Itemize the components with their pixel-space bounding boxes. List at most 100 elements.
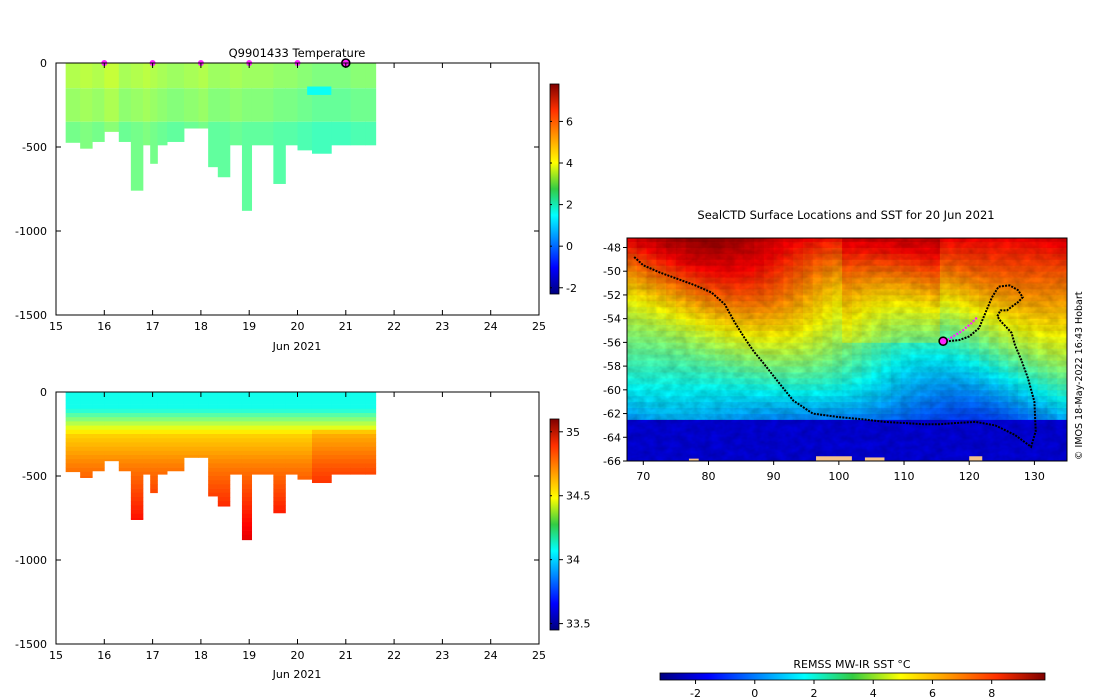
salinity-cell [217, 459, 231, 464]
salinity-cell [273, 497, 286, 502]
salinity-cell [251, 417, 274, 422]
salinity-cell [241, 539, 253, 541]
salinity-cell [198, 438, 209, 443]
sst-colorbar-tick-label: -2 [690, 687, 701, 700]
x-tick-label: 25 [532, 320, 546, 333]
salinity-cell [198, 450, 209, 456]
y-tick-label: -1000 [15, 554, 47, 567]
salinity-cell [142, 446, 151, 452]
salinity-cell [130, 484, 144, 489]
salinity-cell [150, 442, 158, 447]
salinity-cell [217, 455, 231, 460]
salinity-cell [273, 505, 286, 510]
temperature-cell [241, 88, 253, 122]
salinity-cell [208, 425, 219, 431]
salinity-cell [118, 400, 132, 405]
x-tick-label: 25 [532, 649, 546, 662]
salinity-cell [157, 392, 168, 397]
salinity-cell [297, 429, 313, 435]
salinity-cell [350, 421, 366, 426]
temperature-cell [183, 63, 199, 89]
salinity-cell [167, 434, 185, 439]
x-tick-label: 22 [387, 649, 401, 662]
salinity-cell [167, 425, 185, 431]
temperature-cell [208, 63, 219, 89]
salinity-cell [311, 476, 332, 481]
salinity-cell [183, 425, 199, 431]
sst-colorbar-tick-label: 2 [811, 687, 818, 700]
salinity-cell [241, 522, 253, 527]
temperature-cell [350, 63, 366, 89]
salinity-cell [217, 404, 231, 410]
land-patch [688, 458, 699, 461]
salinity-cell [150, 450, 158, 456]
salinity-cell [80, 408, 93, 414]
salinity-cell [311, 421, 332, 426]
salinity-cell [150, 488, 158, 494]
salinity-cell [130, 417, 144, 422]
salinity-cell [118, 404, 132, 410]
salinity-cell [311, 417, 332, 422]
salinity-cell [311, 396, 332, 401]
salinity-cell [104, 459, 120, 462]
salinity-cell [118, 467, 132, 472]
salinity-cell [130, 400, 144, 405]
salinity-cell [92, 438, 105, 443]
salinity-cell [150, 421, 158, 426]
salinity-cell [229, 467, 243, 473]
salinity-cell [92, 467, 105, 472]
salinity-cell [229, 404, 243, 410]
salinity-cell [229, 392, 243, 397]
salinity-cell [285, 421, 298, 426]
salinity-cell [241, 429, 253, 435]
salinity-cell [104, 455, 120, 460]
salinity-cell [104, 442, 120, 447]
salinity-cell [92, 404, 105, 410]
salinity-cell [241, 392, 253, 397]
salinity-cell [157, 450, 168, 456]
salinity-cell [241, 530, 253, 536]
sst-map-panel: SealCTD Surface Locations and SST for 20… [603, 208, 1085, 700]
salinity-cell [251, 400, 274, 405]
salinity-cell [273, 400, 286, 405]
salinity-cell [65, 450, 81, 456]
y-tick-label: -500 [22, 141, 47, 154]
salinity-cell [241, 484, 253, 489]
salinity-cell [157, 417, 168, 422]
salinity-cell [229, 417, 243, 422]
temperature-cell [92, 88, 105, 122]
salinity-cell [80, 434, 93, 439]
temperature-cell [285, 88, 298, 122]
temperature-cell [297, 121, 313, 151]
salinity-cell [118, 408, 132, 414]
salinity-cell [273, 421, 286, 426]
salinity-cell [217, 501, 231, 506]
salinity-cell [241, 467, 253, 473]
map-y-tick-label: -60 [603, 384, 621, 397]
salinity-cell [217, 471, 231, 477]
salinity-cell [167, 442, 185, 447]
salinity-cell [241, 408, 253, 414]
salinity-cell [311, 413, 332, 418]
salinity-cell [142, 450, 151, 456]
salinity-cell [311, 455, 332, 460]
salinity-cell [118, 417, 132, 422]
salinity-cell [130, 471, 144, 477]
salinity-cell [311, 467, 332, 473]
salinity-cell [157, 471, 168, 475]
temperature-cell [104, 121, 120, 132]
salinity-cell [241, 455, 253, 460]
salinity-cell [150, 404, 158, 410]
salinity-cell [130, 425, 144, 431]
salinity-cell [365, 471, 377, 475]
salinity-cell [130, 442, 144, 447]
temperature-cell [130, 88, 144, 122]
salinity-cell [118, 438, 132, 443]
current-position-marker [938, 336, 948, 346]
salinity-cell [65, 400, 81, 405]
salinity-cell [142, 408, 151, 414]
salinity-cell [130, 404, 144, 410]
salinity-cell [167, 450, 185, 456]
y-tick-label: 0 [40, 386, 47, 399]
salinity-cell [273, 434, 286, 439]
